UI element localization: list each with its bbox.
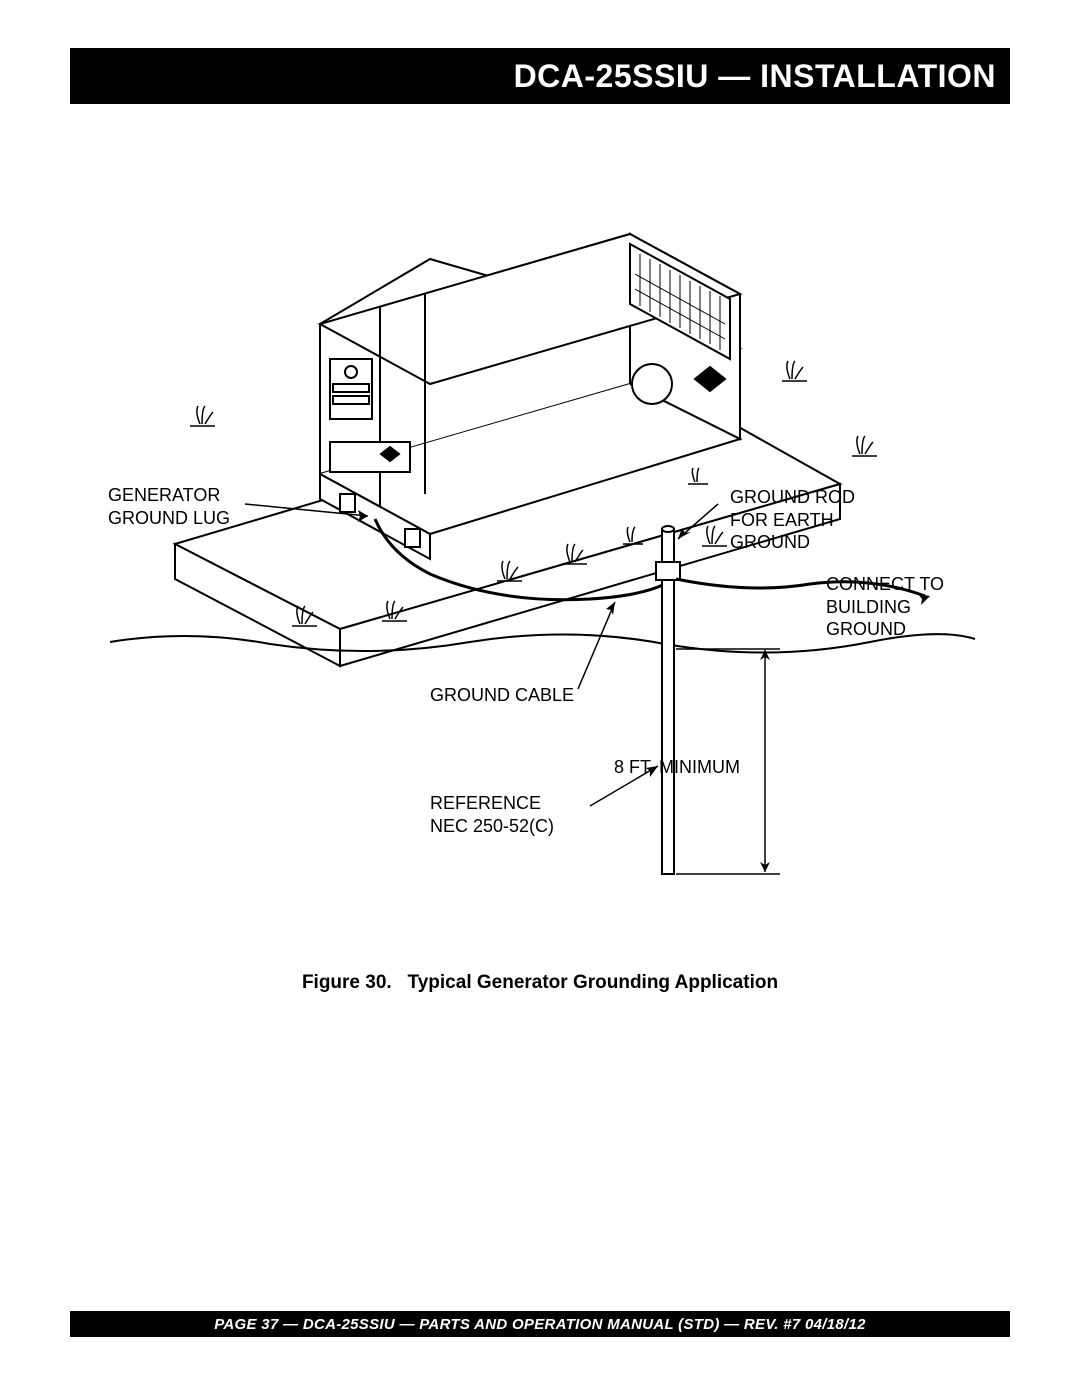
label-generator-ground-lug: GENERATOR GROUND LUG [108, 484, 230, 529]
footer-bar: PAGE 37 — DCA-25SSIU — PARTS AND OPERATI… [70, 1311, 1010, 1337]
label-8ft-min: 8 FT. MINIMUM [614, 756, 740, 779]
footer-text: PAGE 37 — DCA-25SSIU — PARTS AND OPERATI… [214, 1316, 866, 1333]
header-title: DCA-25SSIU — INSTALLATION [514, 58, 996, 95]
label-connect-building: CONNECT TO BUILDING GROUND [826, 573, 944, 641]
label-ground-cable: GROUND CABLE [430, 684, 574, 707]
diagram-area: GENERATOR GROUND LUG GROUND ROD FOR EART… [70, 184, 1010, 944]
label-ground-rod: GROUND ROD FOR EARTH GROUND [730, 486, 855, 554]
figure-caption: Figure 30. Typical Generator Grounding A… [70, 972, 1010, 994]
label-reference-nec: REFERENCE NEC 250-52(C) [430, 792, 554, 837]
figure-title: Typical Generator Grounding Application [408, 972, 779, 993]
header-bar: DCA-25SSIU — INSTALLATION [70, 48, 1010, 104]
figure-number: Figure 30. [302, 972, 392, 993]
